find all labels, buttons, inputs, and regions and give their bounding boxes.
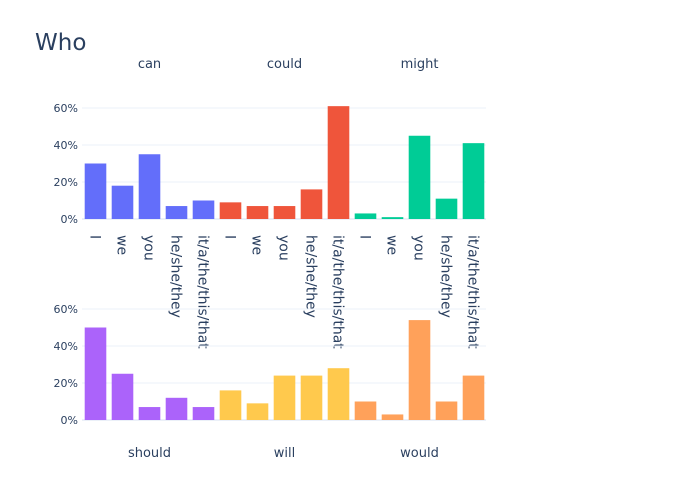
bar-could-it-a-the-this-that — [327, 106, 350, 219]
x-tick-label: I — [357, 235, 373, 239]
bar-will-we — [246, 403, 269, 420]
panel-title-can: can — [138, 57, 161, 72]
bar-might-you — [408, 135, 431, 219]
bar-could-you — [273, 206, 296, 219]
x-tick-label: it/a/the/this/that — [330, 235, 346, 349]
bar-should-he-she-they — [165, 397, 188, 420]
x-tick-label: you — [276, 235, 292, 261]
x-tick-label: it/a/the/this/that — [195, 235, 211, 349]
bar-should-it-a-the-this-that — [192, 407, 215, 420]
panel-title-should: should — [128, 446, 171, 461]
panel-title-will: will — [274, 446, 295, 461]
bar-should-I — [84, 327, 107, 420]
bar-will-I — [219, 390, 242, 420]
y-tick-label: 0% — [61, 213, 78, 226]
panel-title-might: might — [401, 57, 439, 72]
bar-might-it-a-the-this-that — [462, 143, 485, 219]
y-tick-label: 0% — [61, 414, 78, 427]
bar-would-you — [408, 320, 431, 420]
bar-would-he-she-they — [435, 401, 458, 420]
x-tick-label: he/she/they — [303, 235, 319, 318]
chart-title: Who — [35, 30, 86, 56]
bar-will-you — [273, 375, 296, 420]
x-tick-label: you — [141, 235, 157, 261]
y-tick-label: 20% — [54, 176, 78, 189]
y-tick-label: 60% — [54, 102, 78, 115]
bar-would-I — [354, 401, 377, 420]
bar-will-he-she-they — [300, 375, 323, 420]
bar-would-we — [381, 414, 404, 420]
bar-can-he-she-they — [165, 206, 188, 219]
y-tick-label: 20% — [54, 377, 78, 390]
panel-title-would: would — [400, 446, 439, 461]
x-tick-label: we — [384, 235, 400, 255]
y-tick-label: 40% — [54, 139, 78, 152]
bar-could-he-she-they — [300, 189, 323, 219]
bar-might-we — [381, 217, 404, 219]
bar-can-it-a-the-this-that — [192, 200, 215, 219]
bar-will-it-a-the-this-that — [327, 368, 350, 420]
x-tick-label: he/she/they — [438, 235, 454, 318]
bar-can-I — [84, 163, 107, 219]
x-tick-label: it/a/the/this/that — [465, 235, 481, 349]
bar-can-we — [111, 185, 134, 219]
bar-should-we — [111, 373, 134, 420]
x-tick-label: we — [249, 235, 265, 255]
panel-title-could: could — [267, 57, 302, 72]
x-tick-label: you — [411, 235, 427, 261]
bar-could-I — [219, 202, 242, 219]
x-tick-label: we — [114, 235, 130, 255]
x-tick-label: he/she/they — [168, 235, 184, 318]
bar-would-it-a-the-this-that — [462, 375, 485, 420]
bar-should-you — [138, 407, 161, 420]
y-tick-label: 60% — [54, 303, 78, 316]
bar-could-we — [246, 206, 269, 219]
bar-might-he-she-they — [435, 198, 458, 219]
x-tick-label: I — [87, 235, 103, 239]
y-tick-label: 40% — [54, 340, 78, 353]
bar-might-I — [354, 213, 377, 219]
bar-can-you — [138, 154, 161, 219]
x-tick-label: I — [222, 235, 238, 239]
